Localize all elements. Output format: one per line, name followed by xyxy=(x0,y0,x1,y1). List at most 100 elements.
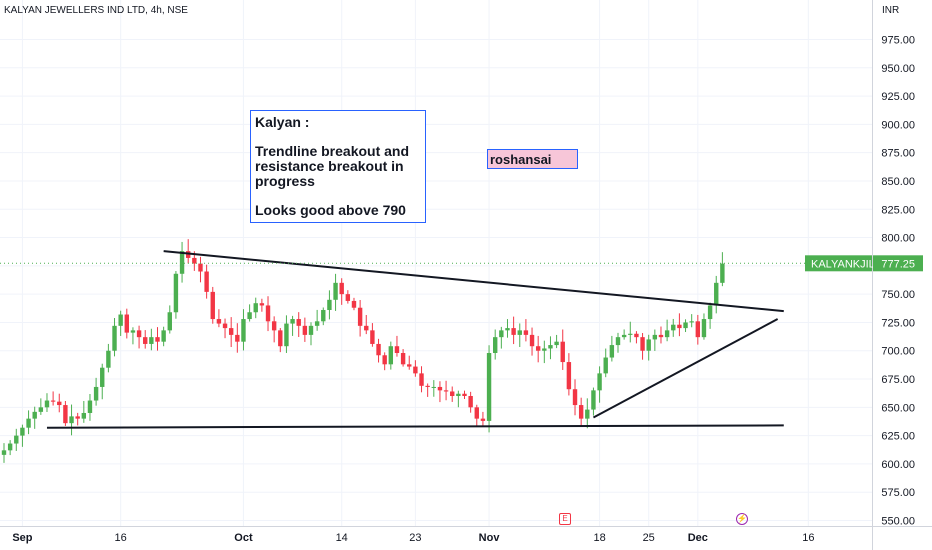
candle-body xyxy=(566,362,572,390)
currency-label[interactable]: INR xyxy=(882,5,900,16)
candle-body xyxy=(640,337,645,351)
candle xyxy=(296,312,301,337)
candle-body xyxy=(222,323,228,329)
candle-body xyxy=(333,282,338,300)
candle-body xyxy=(431,386,436,388)
candle-body xyxy=(382,355,387,365)
candle xyxy=(69,404,74,436)
trendline-rising-support xyxy=(592,318,779,419)
candle xyxy=(38,398,44,415)
x-tick-label: 25 xyxy=(643,532,655,544)
candle xyxy=(118,310,123,336)
candle xyxy=(634,331,639,344)
candle xyxy=(235,323,240,353)
candle xyxy=(658,326,664,344)
candle xyxy=(167,305,172,334)
candle-body xyxy=(493,337,498,353)
candle-body xyxy=(7,443,13,451)
y-tick-label: 650.00 xyxy=(881,402,915,414)
candle xyxy=(179,241,185,283)
candle-body xyxy=(69,416,74,424)
candle xyxy=(339,278,344,305)
candle xyxy=(149,328,154,351)
candle-body xyxy=(542,348,547,351)
candle xyxy=(57,393,62,413)
candle-body xyxy=(505,328,510,331)
candle xyxy=(314,309,320,331)
candle-body xyxy=(32,411,37,419)
candle xyxy=(591,387,596,416)
candle xyxy=(480,411,486,428)
earnings-marker-icon[interactable]: E xyxy=(559,513,571,525)
candle xyxy=(308,322,314,346)
annotation-note[interactable]: Kalyan : Trendline breakout and resistan… xyxy=(250,110,426,223)
candle xyxy=(327,290,332,320)
candle-body xyxy=(198,263,203,272)
candle-body xyxy=(284,323,289,347)
candle xyxy=(100,363,105,400)
y-tick-label: 600.00 xyxy=(881,459,915,471)
candle-body xyxy=(560,341,565,363)
candle-body xyxy=(50,400,56,402)
candle-body xyxy=(339,282,344,295)
candle-body xyxy=(100,367,105,387)
candle-body xyxy=(26,418,31,428)
candle-body xyxy=(585,409,590,419)
candle-body xyxy=(20,427,25,436)
candle xyxy=(456,390,461,408)
price-badge xyxy=(873,255,923,272)
trendline-horizontal-support xyxy=(46,424,784,429)
candle xyxy=(615,332,621,353)
candle-body xyxy=(210,291,215,320)
candle xyxy=(14,428,19,451)
candle-body xyxy=(400,352,406,365)
candle-body xyxy=(130,330,136,333)
candle xyxy=(689,314,694,328)
candle xyxy=(517,323,522,348)
candles xyxy=(1,239,725,463)
candle-body xyxy=(591,390,596,410)
candle xyxy=(204,264,209,299)
author-tag[interactable]: roshansai xyxy=(487,149,578,169)
candle-body xyxy=(192,257,197,264)
candle-body xyxy=(548,345,553,349)
candle-body xyxy=(216,319,222,324)
candle-body xyxy=(259,303,265,306)
note-line-title: Kalyan : xyxy=(255,114,310,130)
candle xyxy=(265,296,271,332)
y-tick-label: 875.00 xyxy=(881,148,915,160)
candle-body xyxy=(714,282,719,306)
y-tick-label: 825.00 xyxy=(881,204,915,216)
candle-body xyxy=(124,314,129,333)
candle xyxy=(75,412,80,426)
candle-body xyxy=(603,357,608,374)
candle xyxy=(646,334,651,361)
candle-body xyxy=(155,337,160,342)
y-tick-label: 675.00 xyxy=(881,374,915,386)
candle-body xyxy=(486,352,492,421)
candle xyxy=(664,319,670,342)
candle-body xyxy=(204,271,209,292)
candle xyxy=(228,317,234,348)
candle-body xyxy=(63,405,68,424)
candle-body xyxy=(677,324,682,329)
candle xyxy=(652,329,658,351)
candle-body xyxy=(652,334,658,340)
candle xyxy=(493,329,498,360)
candle-body xyxy=(186,251,191,258)
candle-body xyxy=(351,300,357,308)
dividend-marker-icon[interactable]: ⚡ xyxy=(736,513,748,525)
candle-body xyxy=(364,325,369,331)
candle xyxy=(26,410,31,435)
candle xyxy=(106,343,111,373)
candle xyxy=(216,309,222,328)
x-tick-label: Dec xyxy=(688,532,708,544)
candle xyxy=(677,313,682,337)
candle-body xyxy=(578,405,584,419)
candle-body xyxy=(683,322,688,329)
y-tick-label: 950.00 xyxy=(881,63,915,75)
candle-body xyxy=(14,435,19,444)
candle xyxy=(357,299,363,337)
symbol-badge xyxy=(805,255,872,272)
